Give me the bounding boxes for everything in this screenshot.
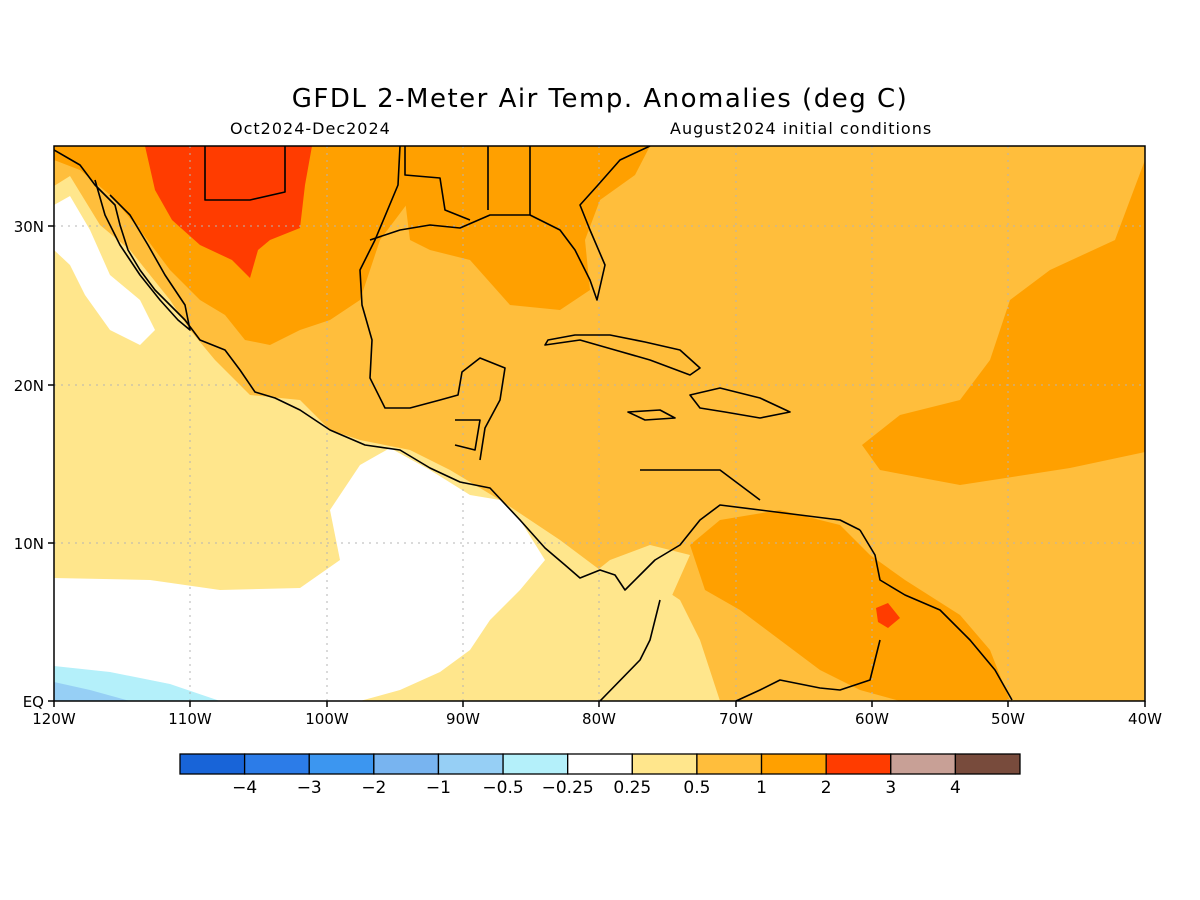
- colorbar-label: −3: [297, 778, 322, 798]
- x-tick-label: 100W: [305, 710, 349, 728]
- anomaly-warm-southeast-us: [400, 146, 650, 310]
- y-tick-label: 20N: [14, 377, 44, 395]
- colorbar-label: −1: [426, 778, 451, 798]
- colorbar-label: 3: [885, 778, 896, 798]
- colorbar-label: −4: [232, 778, 257, 798]
- y-tick-label: EQ: [23, 693, 44, 711]
- x-tick-label: 110W: [168, 710, 212, 728]
- anomaly-hot-southwest-us: [145, 146, 312, 278]
- colorbar-label: −0.5: [482, 778, 523, 798]
- colorbar-swatch: [954, 753, 1021, 775]
- anomaly-white-baja: [54, 196, 155, 345]
- colorbar-label: 0.25: [613, 778, 651, 798]
- colorbar-swatch: [890, 753, 957, 775]
- anomaly-warm-atlantic: [862, 160, 1145, 485]
- map-title: GFDL 2-Meter Air Temp. Anomalies (deg C): [291, 84, 909, 114]
- graticule: [54, 146, 1145, 701]
- anomaly-warm-venezuela: [690, 510, 1010, 701]
- colorbar-swatch: [502, 753, 569, 775]
- anomaly-pale-pacific: [54, 176, 720, 701]
- coastlines: [54, 146, 1013, 701]
- colorbar-label: −0.25: [542, 778, 594, 798]
- x-tick-label: 90W: [446, 710, 480, 728]
- colorbar-swatch: [437, 753, 504, 775]
- x-tick-label: 120W: [32, 710, 76, 728]
- x-tick-label: 60W: [855, 710, 889, 728]
- initial-conditions: August2024 initial conditions: [670, 119, 933, 138]
- colorbar-swatch: [308, 753, 375, 775]
- colorbar-swatch: [243, 753, 310, 775]
- x-axis-ticks: 120W 110W 100W 90W 80W 70W 60W 50W 40W: [32, 710, 1162, 728]
- colorbar-swatch: [760, 753, 827, 775]
- colorbar-label: 0.5: [683, 778, 710, 798]
- y-tick-label: 30N: [14, 218, 44, 236]
- colorbar-swatch: [373, 753, 440, 775]
- colorbar: [179, 753, 1021, 775]
- colorbar-swatch: [567, 753, 633, 775]
- colorbar-label: 1: [756, 778, 767, 798]
- x-tick-label: 40W: [1128, 710, 1162, 728]
- colorbar-swatch: [179, 753, 246, 775]
- colorbar-swatch: [631, 753, 698, 775]
- x-tick-label: 70W: [719, 710, 753, 728]
- forecast-period: Oct2024-Dec2024: [230, 119, 391, 138]
- anomaly-hot-guyana: [876, 603, 900, 628]
- x-tick-label: 80W: [582, 710, 616, 728]
- colorbar-labels: −4 −3 −2 −1 −0.5 −0.25 0.25 0.5 1 2 3 4: [232, 778, 961, 798]
- colorbar-swatch: [696, 753, 763, 775]
- colorbar-label: 2: [821, 778, 832, 798]
- tick-marks: [48, 225, 1146, 707]
- y-axis-ticks: EQ 10N 20N 30N: [14, 218, 44, 711]
- colorbar-label: −2: [361, 778, 386, 798]
- colorbar-label: 4: [950, 778, 961, 798]
- colorbar-swatch: [825, 753, 892, 775]
- x-tick-label: 50W: [991, 710, 1025, 728]
- y-tick-label: 10N: [14, 535, 44, 553]
- anomaly-white-pacific: [54, 448, 545, 701]
- anomaly-map: [54, 146, 1145, 701]
- anomaly-pale-colombia: [560, 545, 690, 701]
- anomaly-cooler-patch: [54, 682, 130, 701]
